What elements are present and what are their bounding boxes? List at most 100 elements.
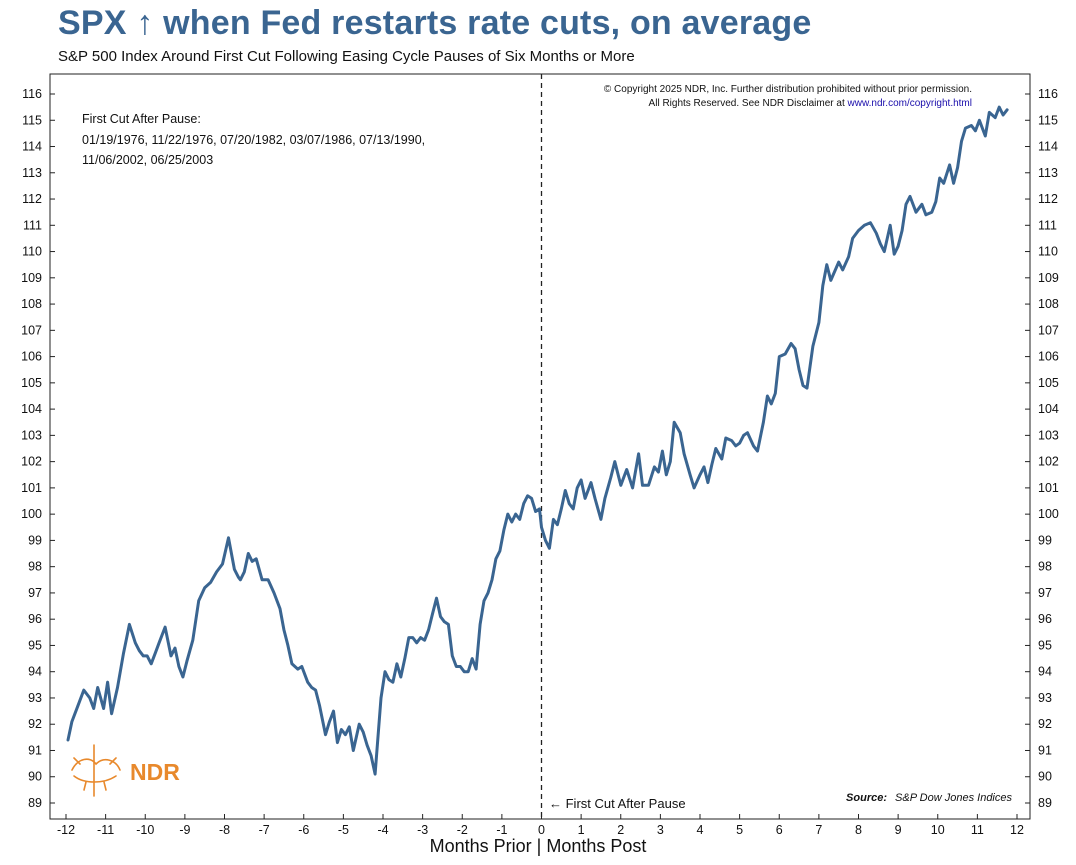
x-tick-label: 8 <box>855 823 862 837</box>
y-tick-label-left: 97 <box>28 586 42 600</box>
y-tick-label-right: 104 <box>1038 402 1059 416</box>
y-tick-label-left: 94 <box>28 665 42 679</box>
ndr-logo: NDR <box>71 744 180 797</box>
x-tick-label: 11 <box>971 823 984 837</box>
x-tick-label: -8 <box>219 823 230 837</box>
y-tick-label-left: 90 <box>28 770 42 784</box>
x-tick-label: -9 <box>179 823 190 837</box>
copyright-prefix: All Rights Reserved. See NDR Disclaimer … <box>649 98 848 109</box>
x-tick-label: -4 <box>377 823 388 837</box>
y-tick-label-left: 111 <box>23 218 42 232</box>
x-tick-label: -1 <box>496 823 507 837</box>
copyright-link[interactable]: www.ndr.com/copyright.html <box>847 98 973 109</box>
y-tick-label-left: 96 <box>28 612 42 626</box>
y-tick-label-right: 103 <box>1038 428 1059 442</box>
x-tick-label: -2 <box>457 823 468 837</box>
copyright-line-1: © Copyright 2025 NDR, Inc. Further distr… <box>604 84 972 95</box>
y-tick-label-right: 94 <box>1038 665 1052 679</box>
y-tick-label-right: 98 <box>1038 560 1052 574</box>
dates-line-2: 11/06/2002, 06/25/2003 <box>82 153 213 167</box>
y-tick-label-left: 108 <box>21 297 42 311</box>
y-tick-label-left: 98 <box>28 560 42 574</box>
y-tick-label-right: 97 <box>1038 586 1052 600</box>
y-tick-label-left: 116 <box>22 87 42 101</box>
y-tick-label-right: 110 <box>1038 245 1058 259</box>
y-tick-label-right: 99 <box>1038 533 1052 547</box>
y-tick-label-left: 102 <box>21 455 42 469</box>
y-tick-label-right: 115 <box>1038 113 1058 127</box>
first-cut-marker-label: ← First Cut After Pause <box>549 796 686 811</box>
x-tick-label: 4 <box>697 823 704 837</box>
y-tick-label-left: 112 <box>22 192 42 206</box>
spx-series-line <box>66 105 1009 776</box>
y-tick-label-right: 114 <box>1038 140 1058 154</box>
x-tick-label: 0 <box>538 823 545 837</box>
y-tick-label-right: 107 <box>1038 323 1059 337</box>
y-tick-label-left: 92 <box>28 717 42 731</box>
y-tick-label-left: 100 <box>21 507 42 521</box>
y-tick-label-right: 102 <box>1038 455 1059 469</box>
x-tick-label: 12 <box>1010 823 1024 837</box>
x-tick-label: -5 <box>338 823 349 837</box>
source-prefix: Source: <box>846 792 887 804</box>
y-tick-label-right: 93 <box>1038 691 1052 705</box>
y-tick-label-right: 116 <box>1038 87 1058 101</box>
y-tick-label-right: 113 <box>1038 166 1058 180</box>
y-tick-label-left: 113 <box>22 166 42 180</box>
x-tick-label: 10 <box>931 823 945 837</box>
y-tick-label-right: 90 <box>1038 770 1052 784</box>
y-tick-label-right: 101 <box>1038 481 1059 495</box>
y-tick-label-left: 110 <box>22 245 42 259</box>
y-tick-label-left: 107 <box>21 323 42 337</box>
y-tick-label-left: 91 <box>28 743 42 757</box>
y-tick-label-right: 91 <box>1038 743 1052 757</box>
y-tick-label-right: 111 <box>1038 218 1057 232</box>
x-tick-label: -3 <box>417 823 428 837</box>
source-value: S&P Dow Jones Indices <box>895 792 1012 804</box>
x-tick-label: 6 <box>776 823 783 837</box>
copyright-line-2: All Rights Reserved. See NDR Disclaimer … <box>649 98 972 109</box>
y-tick-label-left: 114 <box>22 140 42 154</box>
y-tick-label-left: 105 <box>21 376 42 390</box>
plot-frame <box>49 73 1031 820</box>
y-tick-label-left: 99 <box>28 533 42 547</box>
x-tick-label: 1 <box>578 823 585 837</box>
y-tick-label-left: 89 <box>28 796 42 810</box>
y-tick-label-left: 95 <box>28 638 42 652</box>
y-tick-label-right: 89 <box>1038 796 1052 810</box>
y-tick-label-right: 106 <box>1038 350 1059 364</box>
y-tick-label-left: 93 <box>28 691 42 705</box>
x-tick-label: -11 <box>97 823 114 837</box>
x-tick-label: -7 <box>259 823 270 837</box>
x-tick-label: -6 <box>298 823 309 837</box>
x-tick-label: 9 <box>895 823 902 837</box>
ndr-logo-text: NDR <box>130 759 180 785</box>
source-label: Source: S&P Dow Jones Indices <box>846 792 1012 804</box>
y-tick-label-right: 108 <box>1038 297 1059 311</box>
x-tick-label: 7 <box>815 823 822 837</box>
y-tick-label-right: 92 <box>1038 717 1052 731</box>
x-tick-label: 3 <box>657 823 664 837</box>
x-tick-label: -12 <box>57 823 75 837</box>
y-tick-label-left: 106 <box>21 350 42 364</box>
chart-subtitle: S&P 500 Index Around First Cut Following… <box>58 48 635 65</box>
bull-bear-icon <box>71 744 121 797</box>
y-tick-label-right: 109 <box>1038 271 1059 285</box>
y-tick-label-right: 96 <box>1038 612 1052 626</box>
y-tick-label-left: 103 <box>21 428 42 442</box>
y-tick-label-left: 104 <box>21 402 42 416</box>
dates-heading: First Cut After Pause: <box>82 112 201 126</box>
y-tick-label-left: 101 <box>21 481 42 495</box>
y-tick-label-left: 109 <box>21 271 42 285</box>
y-tick-label-right: 105 <box>1038 376 1059 390</box>
x-tick-label: -10 <box>136 823 154 837</box>
dates-line-1: 01/19/1976, 11/22/1976, 07/20/1982, 03/0… <box>82 133 425 147</box>
x-tick-label: 2 <box>617 823 624 837</box>
x-tick-label: 5 <box>736 823 743 837</box>
y-tick-label-right: 95 <box>1038 638 1052 652</box>
y-tick-label-left: 115 <box>22 113 42 127</box>
page-title: SPX ↑ when Fed restarts rate cuts, on av… <box>58 4 812 42</box>
y-tick-label-right: 112 <box>1038 192 1058 206</box>
